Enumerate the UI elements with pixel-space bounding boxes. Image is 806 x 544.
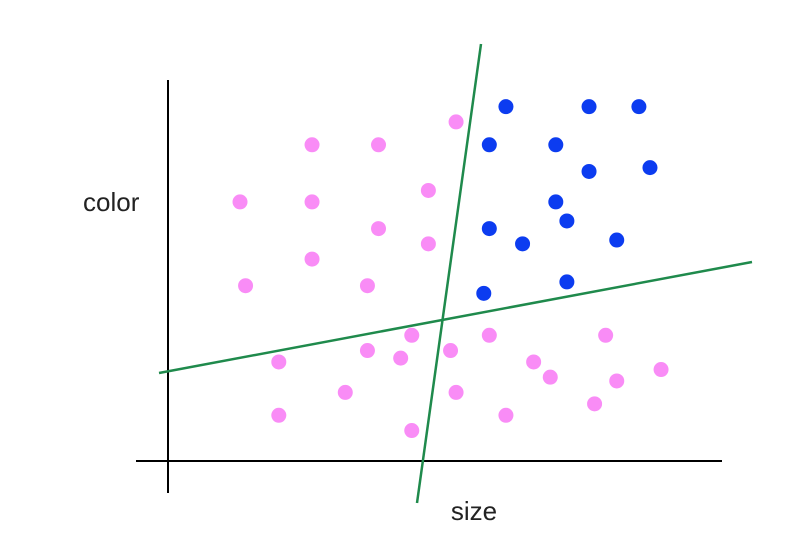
- point: [548, 194, 564, 210]
- point: [359, 343, 375, 359]
- points: [232, 99, 669, 439]
- boundary-line: [415, 43, 483, 504]
- point: [642, 160, 658, 176]
- point: [581, 163, 597, 179]
- point: [481, 137, 497, 153]
- point: [448, 114, 464, 130]
- point: [515, 236, 531, 252]
- point: [609, 373, 625, 389]
- x-axis-label: size: [451, 496, 497, 526]
- point: [548, 137, 564, 153]
- point: [448, 384, 464, 400]
- point: [653, 362, 669, 378]
- point: [542, 369, 558, 385]
- point: [498, 99, 514, 115]
- point: [359, 278, 375, 294]
- point: [232, 194, 248, 210]
- point: [559, 274, 575, 290]
- point: [420, 236, 436, 252]
- point: [371, 137, 387, 153]
- point: [271, 354, 287, 370]
- point: [238, 278, 254, 294]
- point: [581, 99, 597, 115]
- point: [371, 221, 387, 237]
- point: [526, 354, 542, 370]
- point: [481, 221, 497, 237]
- point: [481, 327, 497, 343]
- point: [587, 396, 603, 412]
- point: [304, 251, 320, 267]
- point: [404, 423, 420, 439]
- y-axis-label: color: [83, 187, 140, 217]
- point: [271, 407, 287, 423]
- point: [304, 137, 320, 153]
- point: [420, 182, 436, 198]
- point: [443, 343, 459, 359]
- point: [631, 99, 647, 115]
- boundary-line: [158, 260, 753, 375]
- point: [476, 285, 492, 301]
- point: [598, 327, 614, 343]
- point: [393, 350, 409, 366]
- point: [304, 194, 320, 210]
- point: [609, 232, 625, 248]
- point: [337, 384, 353, 400]
- point: [498, 407, 514, 423]
- point: [404, 327, 420, 343]
- point: [559, 213, 575, 229]
